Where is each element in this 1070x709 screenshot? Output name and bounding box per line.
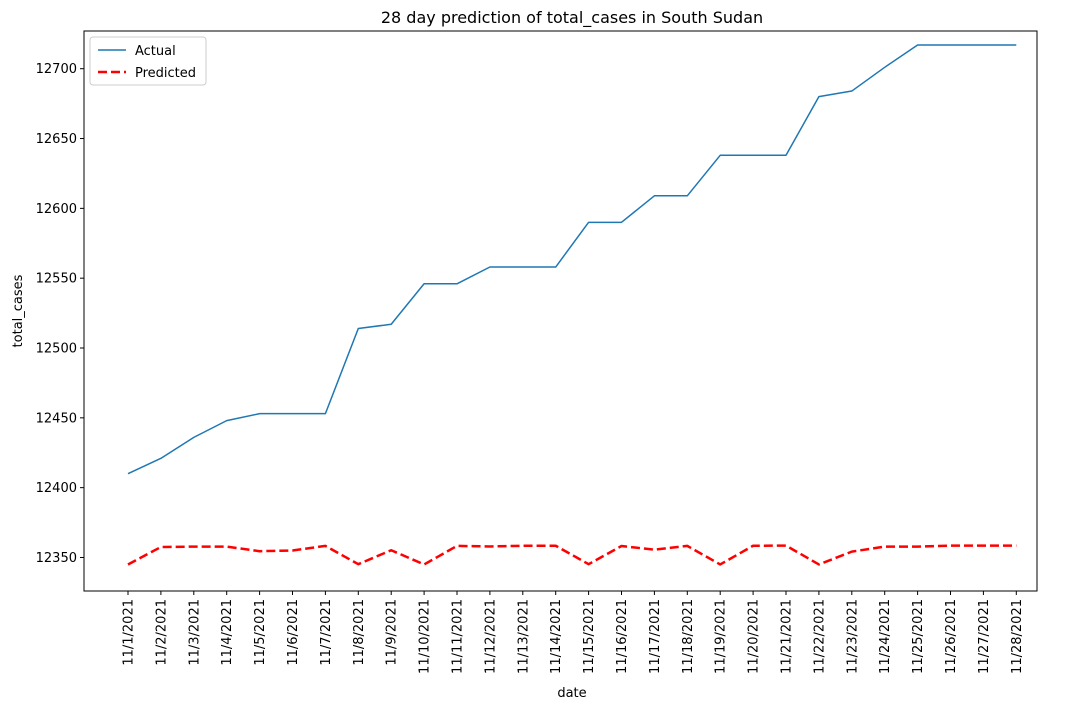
legend: Actual Predicted	[89, 36, 207, 86]
series-layer	[127, 44, 1017, 566]
y-tick-label: 12650	[36, 132, 77, 147]
x-tick-label: 11/11/2021	[451, 599, 466, 674]
x-tick-label: 11/14/2021	[549, 599, 564, 674]
x-axis: 11/1/2021 11/2/2021 11/3/2021 11/4/2021 11/5…	[122, 591, 1025, 674]
x-tick-label: 11/21/2021	[780, 599, 795, 674]
x-tick-label: 11/13/2021	[516, 599, 531, 674]
y-tick-label: 12600	[36, 202, 77, 217]
x-tick-label: 11/25/2021	[911, 599, 926, 674]
x-tick-label: 11/5/2021	[253, 599, 268, 666]
x-tick-label: 11/10/2021	[418, 599, 433, 674]
y-axis: 12350 12400 12450 12500 12550 12600 12650 12700	[36, 62, 84, 566]
series-line-predicted	[127, 544, 1017, 566]
x-tick-label: 11/15/2021	[582, 599, 597, 674]
chart-title: 28 day prediction of total_cases in Sout…	[381, 8, 763, 28]
x-tick-label: 11/24/2021	[878, 599, 893, 674]
x-tick-label: 11/12/2021	[483, 599, 498, 674]
legend-actual-label: Actual	[135, 44, 176, 59]
x-tick-label: 11/26/2021	[944, 599, 959, 674]
y-axis-label: total_cases	[11, 274, 26, 347]
y-tick-label: 12500	[36, 342, 77, 357]
x-tick-label: 11/18/2021	[681, 599, 696, 674]
x-tick-label: 11/17/2021	[648, 599, 663, 674]
x-tick-label: 11/3/2021	[187, 599, 202, 666]
series-line-actual	[127, 44, 1017, 475]
x-tick-label: 11/16/2021	[615, 599, 630, 674]
x-tick-label: 11/27/2021	[977, 599, 992, 674]
y-tick-label: 12700	[36, 62, 77, 77]
x-tick-label: 11/6/2021	[286, 599, 301, 666]
x-tick-label: 11/8/2021	[352, 599, 367, 666]
x-tick-label: 11/9/2021	[385, 599, 400, 666]
y-tick-label: 12550	[36, 272, 77, 287]
x-tick-label: 11/1/2021	[122, 599, 137, 666]
x-tick-label: 11/19/2021	[714, 599, 729, 674]
y-tick-label: 12450	[36, 411, 77, 426]
x-tick-label: 11/7/2021	[319, 599, 334, 666]
x-tick-label: 11/22/2021	[812, 599, 827, 674]
x-tick-label: 11/28/2021	[1010, 599, 1025, 674]
y-tick-label: 12350	[36, 551, 77, 566]
x-tick-label: 11/2/2021	[154, 599, 169, 666]
x-tick-label: 11/4/2021	[220, 599, 235, 666]
x-axis-label: date	[557, 686, 586, 701]
x-tick-label: 11/20/2021	[747, 599, 762, 674]
x-tick-label: 11/23/2021	[845, 599, 860, 674]
legend-predicted-label: Predicted	[135, 66, 196, 81]
y-tick-label: 12400	[36, 481, 77, 496]
plot-area	[83, 30, 1038, 592]
